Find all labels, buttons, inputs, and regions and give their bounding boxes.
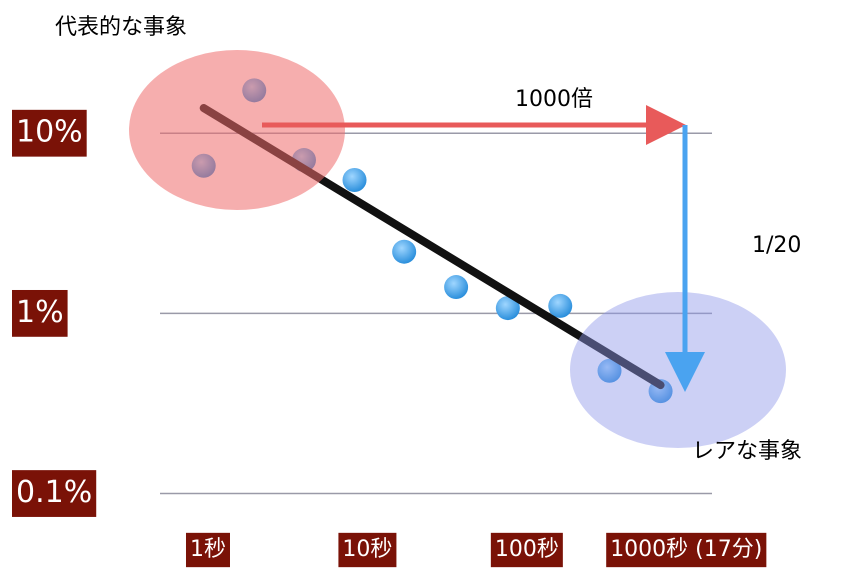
x-tick-label: 1秒 [190,537,226,562]
y-tick-label: 0.1% [12,470,97,517]
y-tick-label: 1% [16,295,64,330]
y-tick-label-box [12,470,97,517]
tick-labels: 10% 1% 0.1% 1秒 10秒 100秒 1000秒 (17分) [12,109,767,568]
rare-highlight [570,292,786,448]
point [548,293,573,318]
point [597,358,622,383]
x-tick-label-box [338,532,397,568]
x-tick-label-box [490,532,563,568]
x-tick-label: 1000秒 (17分) [610,537,762,562]
y-tick-label-box [12,289,68,337]
common-label: 代表的な事象 [55,15,187,40]
point [392,239,417,264]
x-tick-label-box [185,532,230,568]
x-tick-label: 1000秒 (17分) [606,532,767,568]
y-tick-label-box [12,109,87,157]
point [495,296,520,321]
y-tick-label: 1% [12,289,68,337]
y-tick-label: 10% [16,115,83,150]
common-highlight [129,50,345,210]
y-tick-label: 10% [12,109,87,157]
x-tick-label: 100秒 [490,532,563,568]
rare-label: レアな事象 [692,439,802,464]
y-tick-label: 0.1% [16,475,92,510]
x-tick-label-box [606,532,767,568]
x-tick-label: 10秒 [338,532,397,568]
x-tick-label: 100秒 [495,537,559,562]
time-factor: 1000倍 [515,87,593,112]
point [342,168,367,193]
x-tick-label: 1秒 [185,532,230,568]
point [444,275,469,300]
x-tick-label: 10秒 [342,537,392,562]
probability-factor: 1/20 [752,233,801,258]
